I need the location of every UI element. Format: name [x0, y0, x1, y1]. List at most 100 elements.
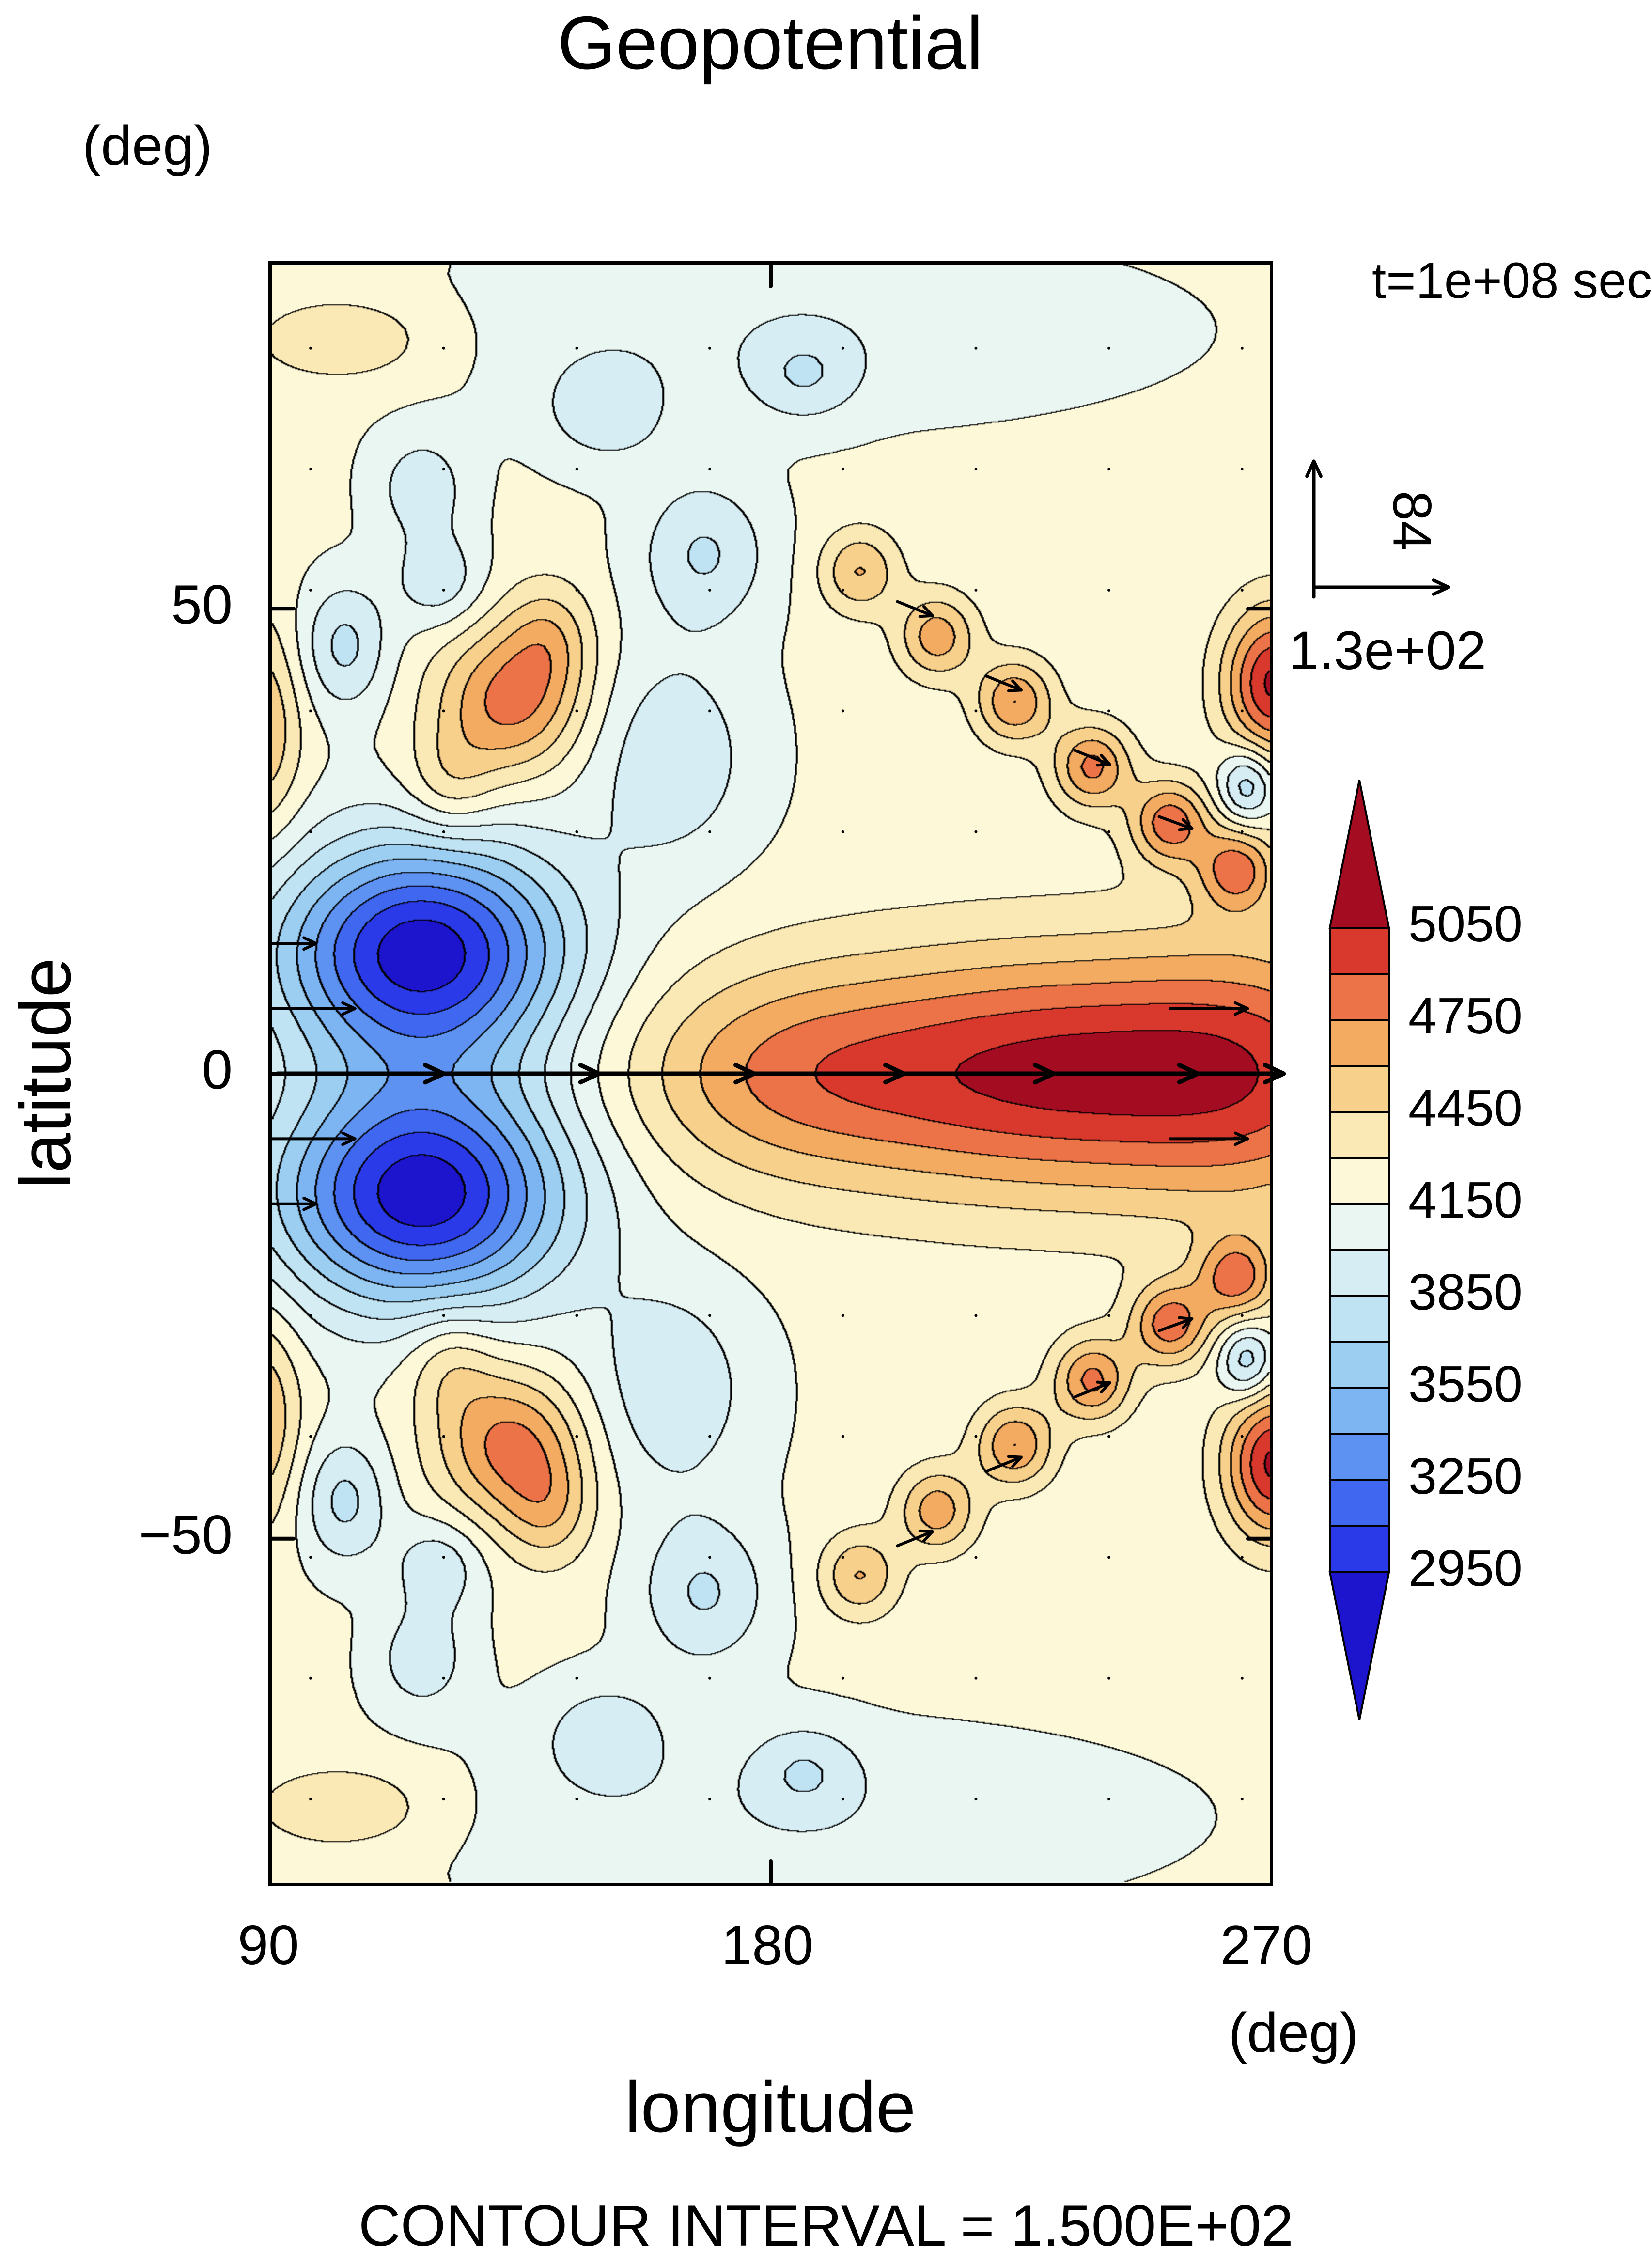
weak-wind-dot	[1107, 346, 1111, 350]
vector-arrow-segment	[1007, 1455, 1023, 1459]
weak-wind-dot	[309, 1556, 312, 1559]
weak-wind-dot	[708, 588, 712, 592]
weak-wind-dot	[974, 468, 978, 471]
vector-arrow-segment	[1432, 585, 1450, 596]
axis-tick-marks	[270, 263, 1272, 1885]
weak-wind-dot	[841, 1676, 844, 1680]
vector-arrow-segment	[883, 1063, 906, 1076]
weak-wind-dot	[974, 1556, 978, 1559]
weak-wind-dot	[974, 1676, 978, 1680]
vector-arrow-segment	[341, 1007, 357, 1016]
colorbar-label: 3250	[1408, 1448, 1523, 1505]
vector-arrow-segment	[341, 1131, 357, 1141]
weak-wind-dot	[974, 1435, 978, 1438]
y-axis-label: latitude	[6, 957, 86, 1189]
x-tick-label: 90	[237, 1915, 299, 1976]
colorbar-cell	[1329, 1433, 1390, 1481]
weak-wind-dot	[1107, 1798, 1111, 1801]
weak-wind-dot	[708, 1798, 712, 1801]
vector-scale-h-label: 1.3e+02	[1289, 620, 1486, 681]
vector-arrow-segment	[984, 674, 1023, 692]
vector-arrow-segment	[302, 1202, 318, 1211]
weak-wind-dot	[708, 709, 712, 713]
vector-arrow-segment	[733, 1063, 757, 1076]
y-tick-label: 0	[202, 1039, 233, 1101]
weak-wind-dot	[1240, 1435, 1244, 1438]
weak-wind-dot	[708, 346, 712, 350]
weak-wind-dot	[974, 830, 978, 833]
vector-arrow-segment	[578, 1071, 601, 1085]
colorbar-label: 2950	[1408, 1540, 1523, 1597]
y-tick-label: 50	[171, 574, 233, 636]
vector-arrow-segment	[1157, 1317, 1194, 1332]
wind-vector-overlay	[270, 346, 1286, 1801]
colorbar-cell	[1329, 1479, 1390, 1527]
weak-wind-dot	[575, 1435, 578, 1438]
weak-wind-dot	[1240, 588, 1244, 592]
weak-wind-dot	[1107, 1676, 1111, 1680]
plot-area	[268, 261, 1286, 1886]
vector-scale-v-label: 84	[1382, 490, 1443, 551]
vector-arrow-segment	[423, 1071, 446, 1085]
vector-arrow-segment	[341, 1001, 357, 1010]
vector-arrow-segment	[1073, 749, 1111, 766]
weak-wind-dot	[1107, 588, 1111, 592]
weak-wind-dot	[1240, 1314, 1244, 1317]
weak-wind-dot	[309, 1314, 312, 1317]
weak-wind-dot	[1107, 830, 1111, 833]
colorbar-label: 3850	[1408, 1264, 1523, 1321]
vector-arrow-segment	[922, 605, 934, 617]
vector-arrow-segment	[1233, 1131, 1249, 1141]
vector-arrow-segment	[302, 936, 318, 945]
colorbar-cell	[1329, 1249, 1390, 1297]
weak-wind-dot	[1240, 468, 1244, 471]
x-axis-label: longitude	[624, 2067, 916, 2147]
y-axis-unit: (deg)	[82, 115, 213, 177]
weak-wind-dot	[1240, 709, 1244, 713]
weak-wind-dot	[442, 346, 445, 350]
weak-wind-dot	[575, 709, 578, 713]
weak-wind-dot	[974, 709, 978, 713]
vector-arrow-segment	[733, 1071, 757, 1085]
weak-wind-dot	[708, 468, 712, 471]
vector-arrow-segment	[302, 1196, 318, 1205]
weak-wind-dot	[575, 1556, 578, 1559]
weak-wind-dot	[442, 1798, 445, 1801]
weak-wind-dot	[974, 588, 978, 592]
weak-wind-dot	[974, 346, 978, 350]
vector-arrow-segment	[883, 1071, 906, 1085]
weak-wind-dot	[575, 1314, 578, 1317]
weak-wind-dot	[442, 1556, 445, 1559]
vector-arrow-segment	[1312, 459, 1323, 478]
colorbar-cell	[1329, 1203, 1390, 1251]
colorbar-cell	[1329, 973, 1390, 1021]
colorbar-label: 3550	[1408, 1356, 1523, 1413]
vector-arrow-segment	[1073, 1381, 1111, 1399]
weak-wind-dot	[708, 1435, 712, 1438]
vector-arrow-segment	[1305, 459, 1316, 478]
weak-wind-dot	[841, 588, 844, 592]
vector-arrow-segment	[896, 1530, 934, 1548]
weak-wind-dot	[309, 830, 312, 833]
colorbar-cell	[1329, 1157, 1390, 1205]
weak-wind-dot	[575, 588, 578, 592]
colorbar: 5050 4750 4450 4150 3850 3550 3250 2950	[1328, 780, 1523, 1720]
weak-wind-dot	[974, 1798, 978, 1801]
colorbar-cell	[1329, 927, 1390, 975]
weak-wind-dot	[309, 1798, 312, 1801]
weak-wind-dot	[1240, 1676, 1244, 1680]
vector-arrow-segment	[1233, 1137, 1249, 1146]
weak-wind-dot	[708, 1556, 712, 1559]
weak-wind-dot	[1107, 1435, 1111, 1438]
x-tick-label: 180	[721, 1915, 814, 1976]
colorbar-cell	[1329, 1019, 1390, 1067]
colorbar-cell	[1329, 1295, 1390, 1343]
weak-wind-dot	[309, 346, 312, 350]
vector-arrow-segment	[341, 1137, 357, 1146]
vector-arrow-segment	[1100, 753, 1111, 766]
vector-arrow-segment	[1033, 1071, 1056, 1085]
colorbar-label: 4750	[1408, 987, 1523, 1045]
time-annotation: t=1e+08 sec	[1372, 252, 1652, 309]
colorbar-label: 5050	[1408, 895, 1523, 953]
vector-arrow-segment	[1011, 1455, 1023, 1468]
